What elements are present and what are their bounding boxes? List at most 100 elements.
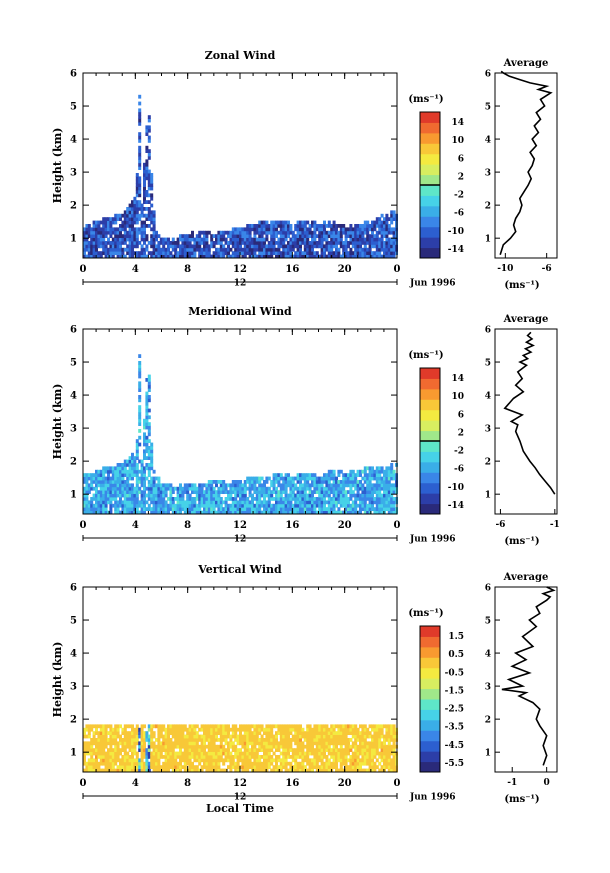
colorbar-swatch [420,153,440,165]
colorbar-swatch [420,409,440,421]
colorbar-swatch [420,719,440,731]
colorbar-swatch [420,378,440,390]
colorbar-swatch [420,740,440,752]
date-axis-center: 12 [234,279,247,289]
average-x-label: (ms⁻¹) [504,794,539,805]
y-tick-label: 5 [70,102,77,113]
colorbar-swatch [420,688,440,700]
average-frame [494,586,558,773]
average-profile-line [503,331,556,495]
y-tick-label: 6 [70,583,77,594]
x-tick-label: 12 [233,778,247,789]
average-x-label: (ms⁻¹) [504,280,539,291]
colorbar-tick-label: 1.5 [448,632,464,642]
colorbar-frame [419,625,441,773]
x-tick-label: 16 [285,264,299,275]
average-x-tick-label: -10 [497,264,513,274]
average-y-tick-label: 6 [485,584,491,594]
average-y-tick-label: 2 [485,716,491,726]
colorbar-swatch [420,247,440,259]
heatmap-field [83,94,398,259]
average-y-tick-label: 1 [485,491,491,501]
colorbar-tick-label: 6 [458,154,464,164]
average-y-tick-label: 6 [485,70,491,80]
date-axis-date: Jun 1996 [409,793,456,803]
average-x-tick-label: -6 [495,520,505,530]
x-tick-label: 20 [338,264,352,275]
colorbar-tick-label: 14 [451,118,464,128]
colorbar-swatch [420,112,440,123]
average-profile-line [501,586,556,766]
colorbar-tick-label: -14 [448,501,464,511]
colorbar-tick-label: -6 [454,465,464,475]
colorbar-swatch [420,678,440,690]
average-y-tick-label: 2 [485,458,491,468]
colorbar-swatch [420,237,440,249]
average-y-tick-label: 1 [485,235,491,245]
average-panel: Average 1 2 3 4 5 6 -1 0 (ms⁻¹) [485,572,558,805]
colorbar: 1.5 0.5 -0.5 -1.5 -2.5 -3.5 -4.5 -5.5 (ms⁻¹) [408,608,464,773]
colorbar-swatch [420,646,440,658]
colorbar-tick-label: -10 [448,483,464,493]
y-tick-label: 6 [70,69,77,80]
x-tick-label: 8 [184,264,191,275]
colorbar-tick-label: -3.5 [445,723,464,733]
colorbar-swatch [420,185,440,196]
average-y-tick-label: 4 [485,650,491,660]
average-y-tick-label: 3 [485,169,491,179]
panel-title: Zonal Wind [205,49,276,62]
average-panel: Average 1 2 3 4 5 6 -10 -6(ms⁻¹) [485,58,558,291]
y-tick-label: 2 [70,457,77,468]
average-y-tick-label: 6 [485,326,491,336]
date-axis-center: 12 [234,535,247,545]
colorbar-swatch [420,482,440,494]
y-tick-label: 1 [70,490,77,501]
colorbar-swatch [420,420,440,432]
x-tick-label: 12 [233,520,247,531]
average-y-tick-label: 4 [485,392,491,402]
y-tick-label: 1 [70,234,77,245]
x-tick-label: 4 [132,520,139,531]
colorbar-tick-label: 6 [458,410,464,420]
colorbar-swatch [420,626,440,637]
colorbar-tick-label: 0.5 [448,650,464,660]
y-tick-label: 4 [70,135,77,146]
y-axis-label: Height (km) [51,128,64,204]
average-x-tick-label: -1 [550,520,560,530]
colorbar-swatch [420,761,440,773]
colorbar-tick-label: -1.5 [445,686,464,696]
average-title: Average [503,572,549,583]
y-tick-label: 5 [70,358,77,369]
average-profile-line [499,70,553,255]
average-panel: Average 1 2 3 4 5 6 -6 -1 (ms⁻¹) [485,314,560,547]
colorbar-unit: (ms⁻¹) [408,608,443,619]
average-x-tick-label: -1 [507,778,517,788]
average-x-label: (ms⁻¹) [504,536,539,547]
y-tick-label: 3 [70,682,77,693]
colorbar-swatch [420,657,440,669]
x-axis-label: Local Time [206,802,274,815]
panel-title: Vertical Wind [197,563,282,576]
colorbar-tick-label: 2 [458,172,464,182]
y-tick-label: 4 [70,391,77,402]
colorbar-tick-label: -14 [448,245,464,255]
y-tick-label: 5 [70,616,77,627]
colorbar-swatch [420,751,440,763]
average-y-tick-label: 3 [485,683,491,693]
average-frame [494,72,558,259]
colorbar-tick-label: -5.5 [445,759,464,769]
y-tick-label: 2 [70,201,77,212]
x-tick-label: 20 [338,520,352,531]
colorbar-unit: (ms⁻¹) [408,350,443,361]
average-y-tick-label: 4 [485,136,491,146]
y-tick-label: 4 [70,649,77,660]
colorbar-swatch [420,368,440,379]
colorbar-swatch [420,461,440,473]
x-tick-label: 4 [132,778,139,789]
colorbar-swatch [420,709,440,721]
colorbar: 14 10 6 2 -2 -6 -10 -14 (ms⁻¹) [408,350,464,515]
y-axis-label: Height (km) [51,384,64,460]
colorbar-tick-label: -4.5 [445,741,464,751]
